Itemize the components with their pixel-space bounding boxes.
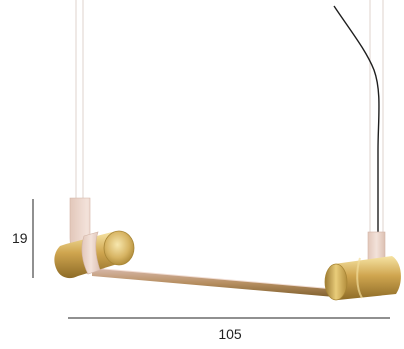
suspension-cables [75, 0, 384, 232]
width-dimension-label: 105 [218, 326, 242, 342]
dimension-lines [32, 199, 390, 319]
horizontal-bar [91, 267, 347, 298]
right-end-cap [324, 263, 348, 301]
height-dimension-label: 19 [12, 230, 28, 246]
left-end-cap [103, 230, 135, 266]
right-lamp-head [324, 231, 401, 301]
power-cord [333, 5, 380, 232]
left-lamp-head [54, 197, 135, 279]
